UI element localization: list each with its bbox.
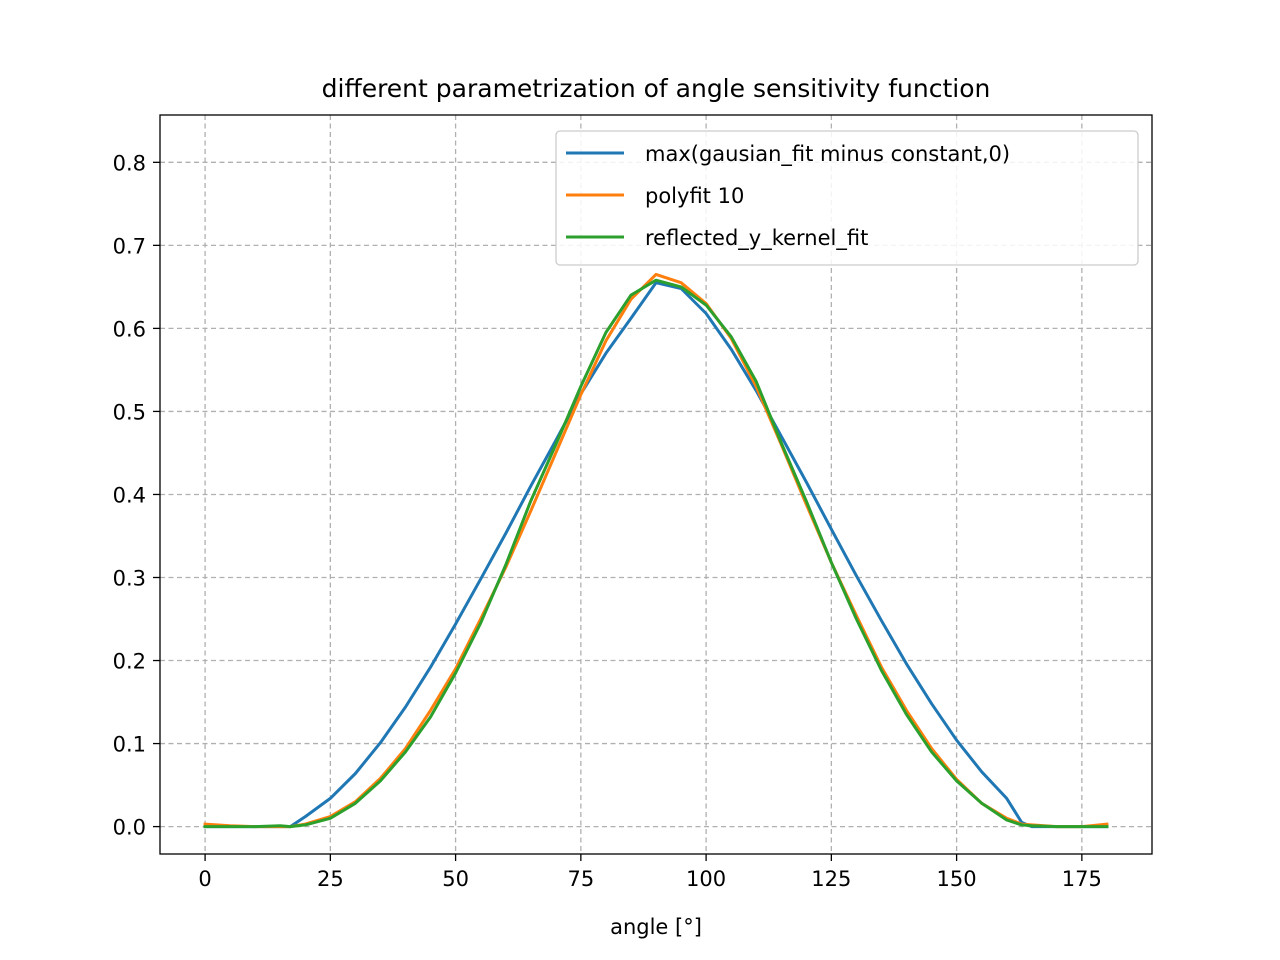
x-tick-label: 125 [811,867,851,891]
plot-frame [159,114,1153,855]
x-tick-label: 175 [1062,867,1102,891]
y-tick-label: 0.6 [113,317,146,341]
y-tick-label: 0.7 [113,234,146,258]
x-tick-label: 150 [937,867,977,891]
legend-box [555,130,1139,266]
y-tick-label: 0.2 [113,650,146,674]
y-tick-label: 0.5 [113,400,146,424]
ticks: 0 25 50 75 100 125 150 175 0.0 0.1 0.2 0.3 0.4 0.5 0.6… [113,151,1102,891]
legend-entry-label: reflected_y_kernel_fit [645,226,868,251]
chart-title: different parametrization of angle sensi… [322,74,991,103]
legend-entry-label: max(gausian_fit minus constant,0) [645,142,1010,167]
y-tick-label: 0.0 [113,816,146,840]
series-line-3 [203,278,1109,829]
legend-entry-label: polyfit 10 [645,184,744,208]
y-tick-label: 0.3 [113,566,146,590]
x-tick-label: 25 [317,867,344,891]
y-tick-label: 0.8 [113,151,146,175]
y-tick-label: 0.4 [113,483,146,507]
series-lines [203,272,1109,829]
x-axis-label: angle [°] [610,915,702,939]
legend: max(gausian_fit minus constant,0) polyfit… [555,130,1139,266]
x-tick-label: 0 [198,867,211,891]
series-line-1 [203,281,1109,829]
y-tick-label: 0.1 [113,733,146,757]
x-tick-label: 50 [442,867,469,891]
x-tick-label: 100 [686,867,726,891]
x-tick-label: 75 [567,867,594,891]
